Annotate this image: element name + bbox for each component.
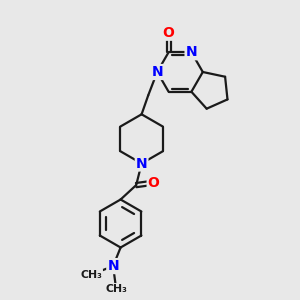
Text: O: O xyxy=(148,176,160,190)
Text: N: N xyxy=(107,259,119,273)
Text: N: N xyxy=(136,157,147,170)
Text: O: O xyxy=(163,26,175,40)
Text: CH₃: CH₃ xyxy=(105,284,127,294)
Text: CH₃: CH₃ xyxy=(81,269,102,280)
Text: N: N xyxy=(152,65,163,79)
Text: N: N xyxy=(186,45,197,59)
